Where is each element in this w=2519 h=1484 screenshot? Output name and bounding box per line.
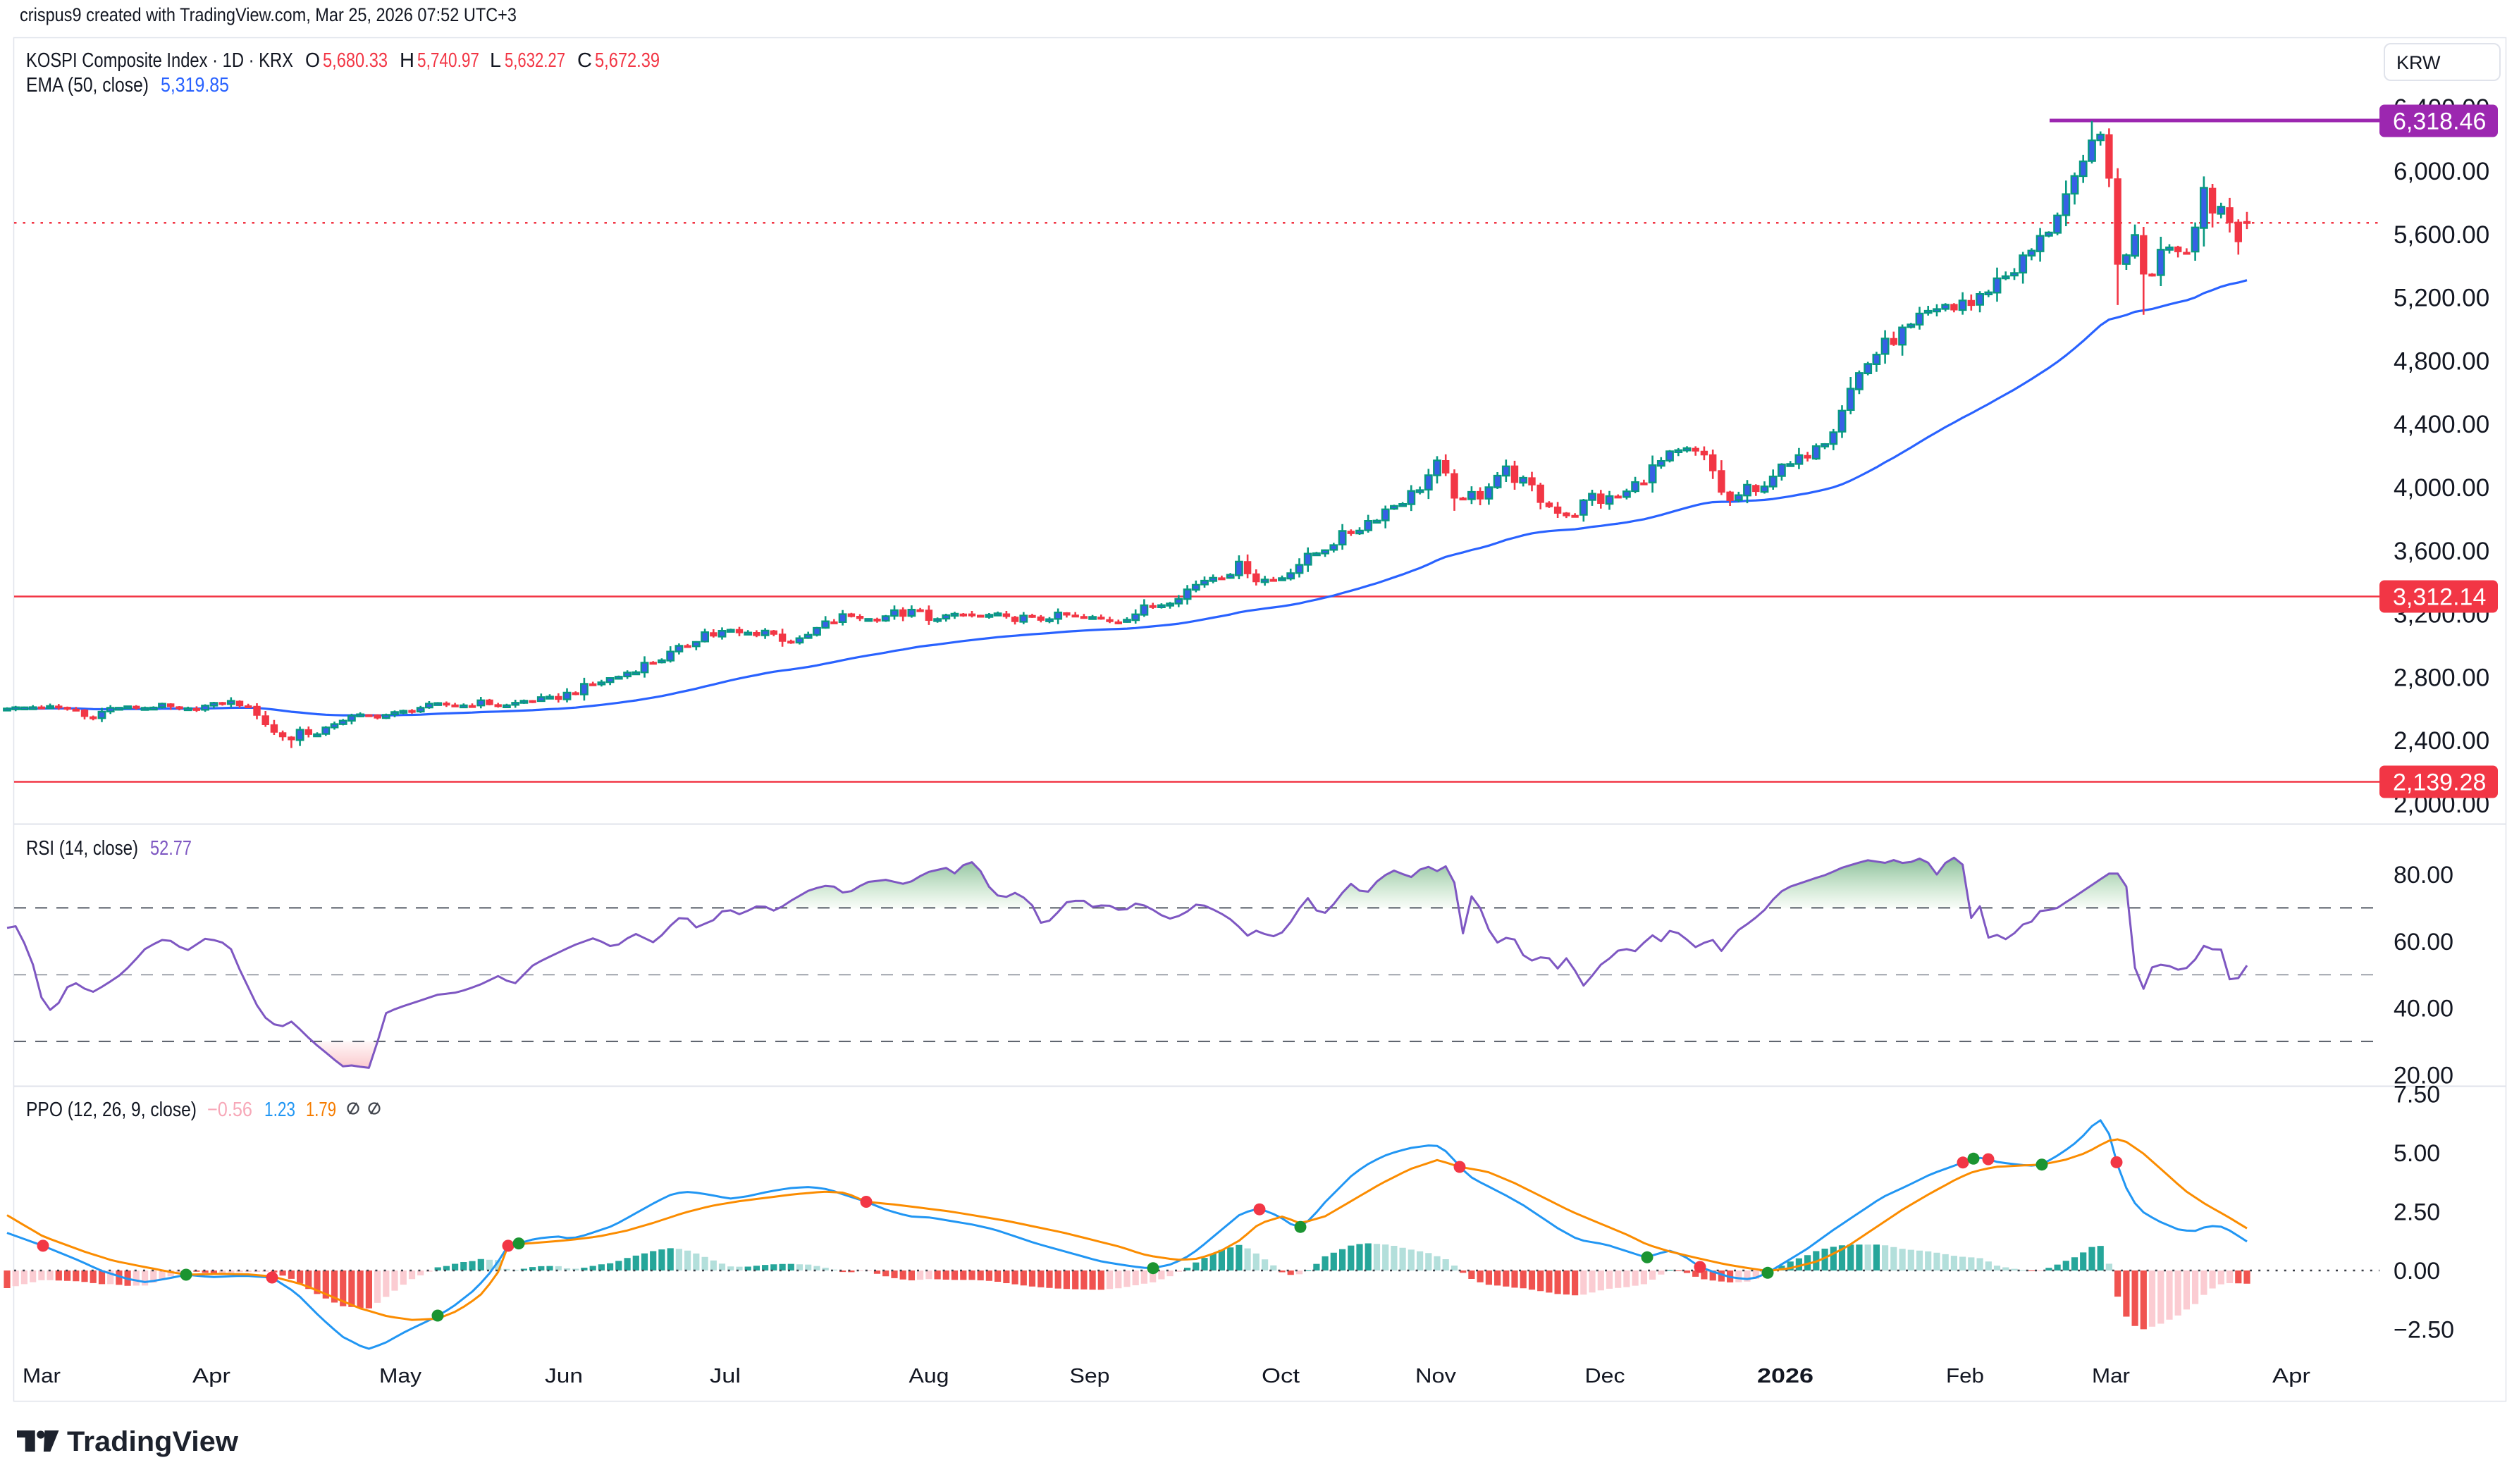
svg-text:crispus9 created with TradingV: crispus9 created with TradingView.com, M…: [20, 4, 517, 25]
svg-text:60.00: 60.00: [2394, 929, 2453, 956]
svg-text:40.00: 40.00: [2394, 996, 2453, 1022]
svg-text:Jul: Jul: [710, 1365, 741, 1387]
svg-text:L: L: [490, 49, 501, 72]
svg-text:0.00: 0.00: [2394, 1258, 2440, 1285]
svg-text:2,139.28: 2,139.28: [2393, 769, 2486, 796]
svg-text:−2.50: −2.50: [2394, 1317, 2454, 1344]
svg-text:2.50: 2.50: [2394, 1199, 2440, 1226]
svg-text:O: O: [305, 49, 320, 72]
svg-text:1.23: 1.23: [264, 1099, 295, 1121]
svg-text:4,000.00: 4,000.00: [2394, 474, 2489, 502]
svg-text:Sep: Sep: [1070, 1365, 1110, 1387]
svg-text:Mar: Mar: [23, 1365, 61, 1387]
svg-text:PPO (12, 26, 9, close): PPO (12, 26, 9, close): [26, 1099, 197, 1121]
svg-text:KOSPI Composite Index · 1D · K: KOSPI Composite Index · 1D · KRX: [26, 49, 293, 72]
svg-text:1.79: 1.79: [306, 1099, 336, 1121]
svg-text:Dec: Dec: [1585, 1365, 1625, 1387]
svg-text:H: H: [400, 49, 414, 72]
svg-text:20.00: 20.00: [2394, 1062, 2453, 1089]
svg-text:−0.56: −0.56: [207, 1099, 252, 1121]
svg-text:5,200.00: 5,200.00: [2394, 285, 2489, 312]
svg-text:5,632.27: 5,632.27: [505, 49, 565, 72]
svg-text:80.00: 80.00: [2394, 862, 2453, 889]
svg-text:4,800.00: 4,800.00: [2394, 347, 2489, 375]
svg-text:Mar: Mar: [2092, 1365, 2130, 1387]
svg-text:6,318.46: 6,318.46: [2393, 109, 2486, 135]
svg-text:2,800.00: 2,800.00: [2394, 664, 2489, 691]
svg-text:5,680.33: 5,680.33: [323, 49, 388, 72]
svg-text:2,400.00: 2,400.00: [2394, 727, 2489, 755]
svg-text:Apr: Apr: [192, 1365, 230, 1387]
svg-text:Apr: Apr: [2272, 1365, 2310, 1387]
svg-text:5,319.85: 5,319.85: [161, 74, 229, 97]
svg-text:52.77: 52.77: [150, 837, 192, 860]
svg-text:EMA (50, close): EMA (50, close): [26, 74, 149, 97]
svg-text:6,000.00: 6,000.00: [2394, 158, 2489, 185]
svg-text:Oct: Oct: [1262, 1365, 1300, 1387]
svg-text:2026: 2026: [1757, 1365, 1813, 1387]
svg-text:Feb: Feb: [1946, 1365, 1984, 1387]
svg-text:Aug: Aug: [909, 1365, 949, 1387]
svg-text:May: May: [379, 1365, 422, 1387]
svg-text:Jun: Jun: [545, 1365, 583, 1387]
svg-text:4,400.00: 4,400.00: [2394, 411, 2489, 438]
svg-text:7.50: 7.50: [2394, 1082, 2440, 1108]
svg-text:5,672.39: 5,672.39: [595, 49, 660, 72]
svg-text:RSI (14, close): RSI (14, close): [26, 837, 138, 860]
svg-text:3,312.14: 3,312.14: [2393, 584, 2486, 611]
svg-text:Nov: Nov: [1415, 1365, 1457, 1387]
svg-text:TradingView: TradingView: [67, 1426, 239, 1457]
svg-text:5,740.97: 5,740.97: [417, 49, 479, 72]
svg-text:KRW: KRW: [2396, 52, 2441, 73]
svg-text:5,600.00: 5,600.00: [2394, 221, 2489, 249]
svg-text:5.00: 5.00: [2394, 1140, 2440, 1167]
svg-text:3,600.00: 3,600.00: [2394, 538, 2489, 565]
svg-text:C: C: [577, 49, 592, 72]
